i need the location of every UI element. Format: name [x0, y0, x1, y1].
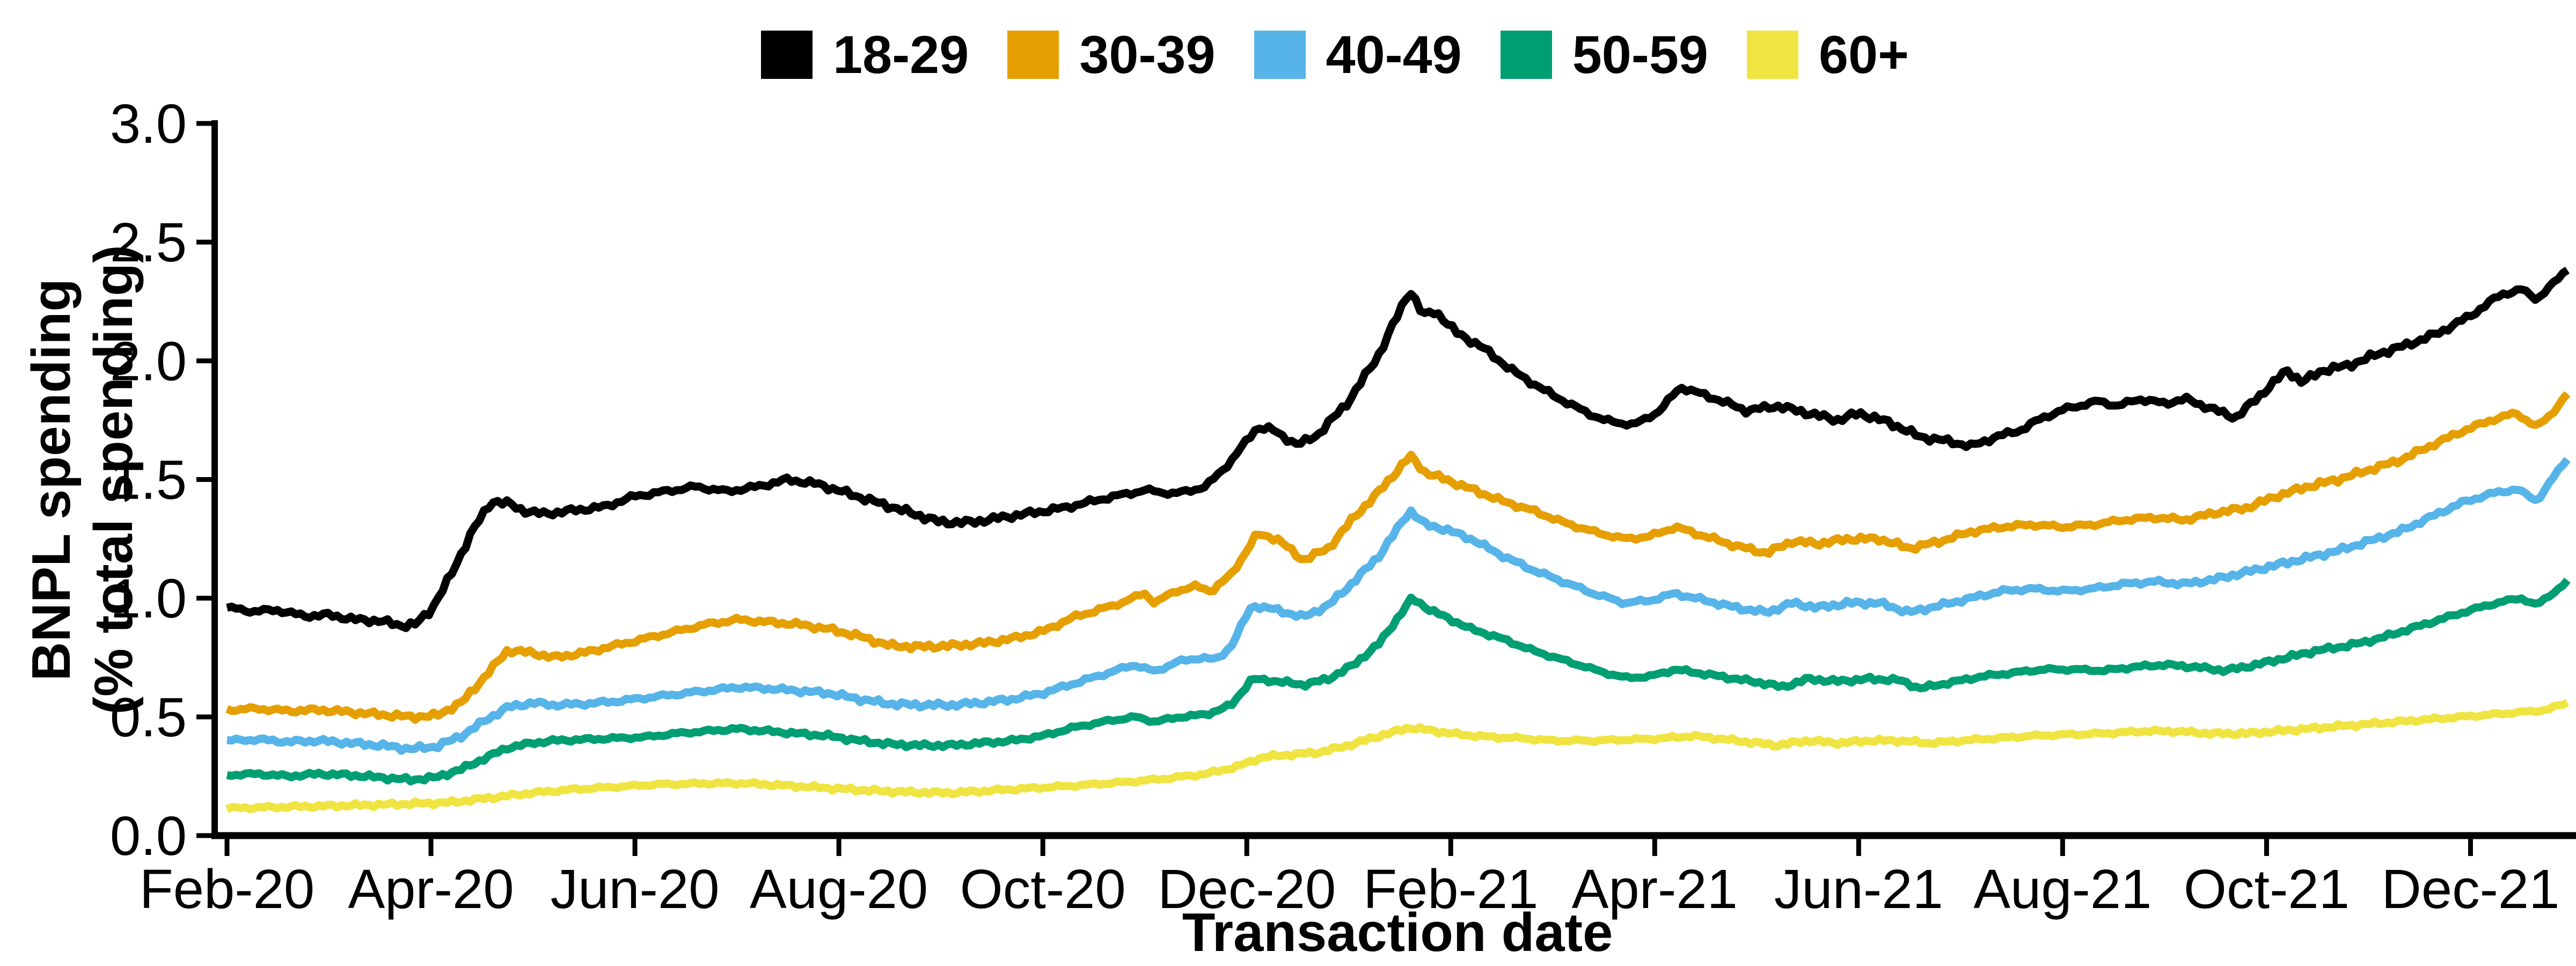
- y-tick-label: 1.0: [110, 568, 187, 630]
- x-tick-label: Oct-21: [2184, 858, 2350, 920]
- x-axis-title: Transaction date: [1182, 903, 1613, 963]
- legend-item-30-39: 30-39: [1007, 25, 1216, 84]
- y-tick-label: 1.5: [110, 449, 187, 511]
- y-tick-label: 2.5: [110, 211, 187, 273]
- series-line-18-29: [226, 267, 2570, 632]
- y-axis-title-line2: (% total spending): [84, 245, 144, 714]
- series-lines: [225, 267, 2571, 814]
- series-line-60+: [225, 699, 2570, 814]
- series-line-40-49: [226, 457, 2571, 755]
- x-tick-label: Apr-21: [1572, 858, 1738, 920]
- x-tick-label: Dec-20: [1158, 858, 1336, 920]
- x-tick-label: Jun-21: [1774, 858, 1943, 920]
- legend-swatch-40-49: [1254, 30, 1306, 79]
- y-tick-label: 2.0: [110, 330, 187, 392]
- axes: 0.0 0.5 1.0 1.5 2.0 2.5 3.0 Feb-20 Apr-20 Jun-20 A…: [110, 93, 2576, 920]
- x-tick-label: Apr-20: [348, 858, 514, 920]
- legend-swatch-18-29: [761, 30, 813, 79]
- legend-label-30-39: 30-39: [1079, 25, 1216, 84]
- legend-label-40-49: 40-49: [1326, 25, 1462, 84]
- x-tick-label: Oct-20: [960, 858, 1126, 920]
- y-axis-title-line1: BNPL spending: [21, 279, 82, 681]
- x-tick-label: Dec-21: [2381, 858, 2559, 920]
- x-tick-label: Aug-20: [750, 858, 928, 920]
- legend-swatch-30-39: [1007, 30, 1059, 79]
- series-line-30-39: [225, 391, 2571, 724]
- y-tick-label: 3.0: [110, 93, 187, 155]
- x-tick-label: Feb-21: [1363, 858, 1538, 920]
- x-tick-label: Aug-21: [1973, 858, 2151, 920]
- legend-swatch-60plus: [1746, 30, 1798, 79]
- y-tick-label: 0.5: [110, 686, 187, 748]
- legend-item-60plus: 60+: [1746, 25, 1909, 84]
- legend: 18-29 30-39 40-49 50-59 60+: [0, 28, 2576, 81]
- axis-titles: Transaction date BNPL spending (% total …: [21, 245, 1613, 963]
- legend-item-40-49: 40-49: [1254, 28, 1462, 81]
- legend-label-60plus: 60+: [1818, 25, 1909, 84]
- x-tick-label: Feb-20: [140, 858, 314, 920]
- series-line-50-59: [226, 577, 2571, 786]
- legend-item-18-29: 18-29: [761, 28, 969, 81]
- legend-label-50-59: 50-59: [1572, 25, 1708, 84]
- y-tick-label: 0.0: [110, 805, 187, 867]
- legend-swatch-50-59: [1500, 30, 1552, 79]
- legend-item-50-59: 50-59: [1500, 25, 1708, 84]
- x-tick-label: Jun-20: [551, 858, 720, 920]
- legend-label-18-29: 18-29: [833, 25, 969, 84]
